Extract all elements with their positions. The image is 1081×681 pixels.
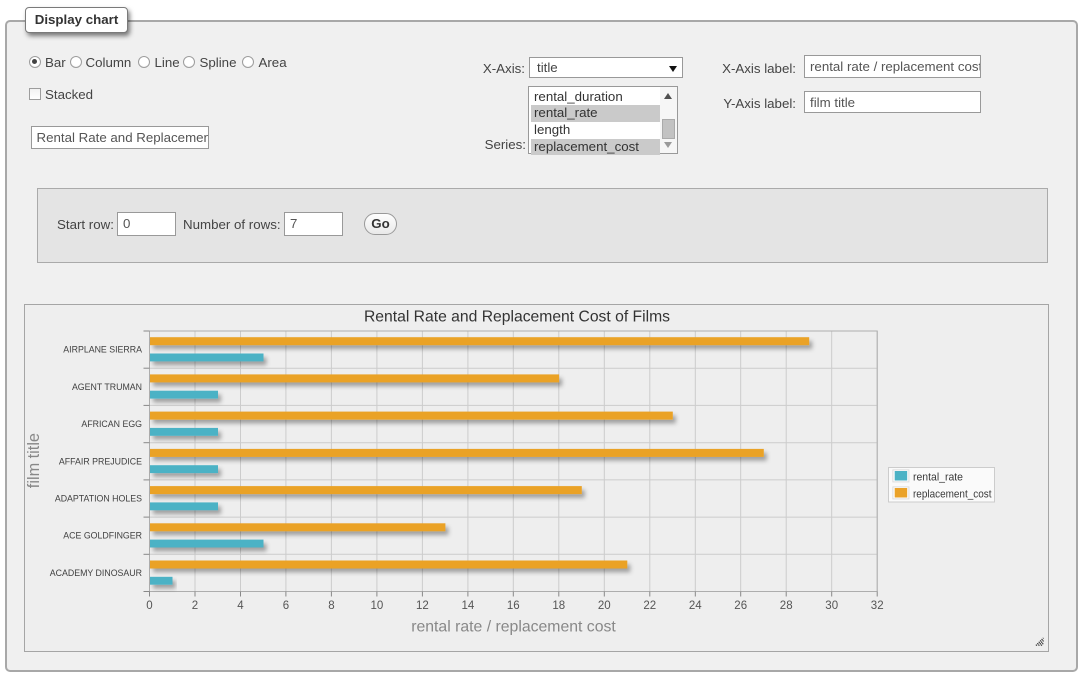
svg-text:6: 6: [283, 600, 289, 612]
svg-text:AIRPLANE SIERRA: AIRPLANE SIERRA: [63, 345, 142, 355]
svg-text:film title: film title: [25, 433, 43, 488]
svg-text:ADAPTATION HOLES: ADAPTATION HOLES: [55, 494, 142, 504]
svg-text:AFRICAN EGG: AFRICAN EGG: [81, 419, 142, 429]
svg-text:4: 4: [237, 600, 244, 612]
svg-text:12: 12: [416, 600, 429, 612]
svg-text:16: 16: [507, 600, 520, 612]
svg-text:Rental Rate and Replacement Co: Rental Rate and Replacement Cost of Film…: [364, 308, 670, 325]
svg-text:ACE GOLDFINGER: ACE GOLDFINGER: [63, 531, 142, 541]
svg-text:14: 14: [462, 600, 475, 612]
svg-text:AGENT TRUMAN: AGENT TRUMAN: [72, 382, 142, 392]
svg-text:rental_rate: rental_rate: [913, 471, 963, 483]
svg-text:0: 0: [146, 600, 152, 612]
svg-text:22: 22: [643, 600, 656, 612]
svg-text:18: 18: [552, 600, 565, 612]
svg-text:replacement_cost: replacement_cost: [913, 489, 992, 501]
svg-text:ACADEMY DINOSAUR: ACADEMY DINOSAUR: [50, 568, 142, 578]
svg-text:10: 10: [371, 600, 384, 612]
svg-text:30: 30: [825, 600, 838, 612]
svg-text:AFFAIR PREJUDICE: AFFAIR PREJUDICE: [59, 456, 142, 466]
svg-text:8: 8: [328, 600, 334, 612]
svg-text:24: 24: [689, 600, 702, 612]
svg-text:26: 26: [734, 600, 747, 612]
svg-text:32: 32: [871, 600, 884, 612]
svg-text:20: 20: [598, 600, 611, 612]
svg-text:2: 2: [192, 600, 198, 612]
svg-text:28: 28: [780, 600, 793, 612]
svg-text:rental rate / replacement cost: rental rate / replacement cost: [411, 619, 616, 636]
